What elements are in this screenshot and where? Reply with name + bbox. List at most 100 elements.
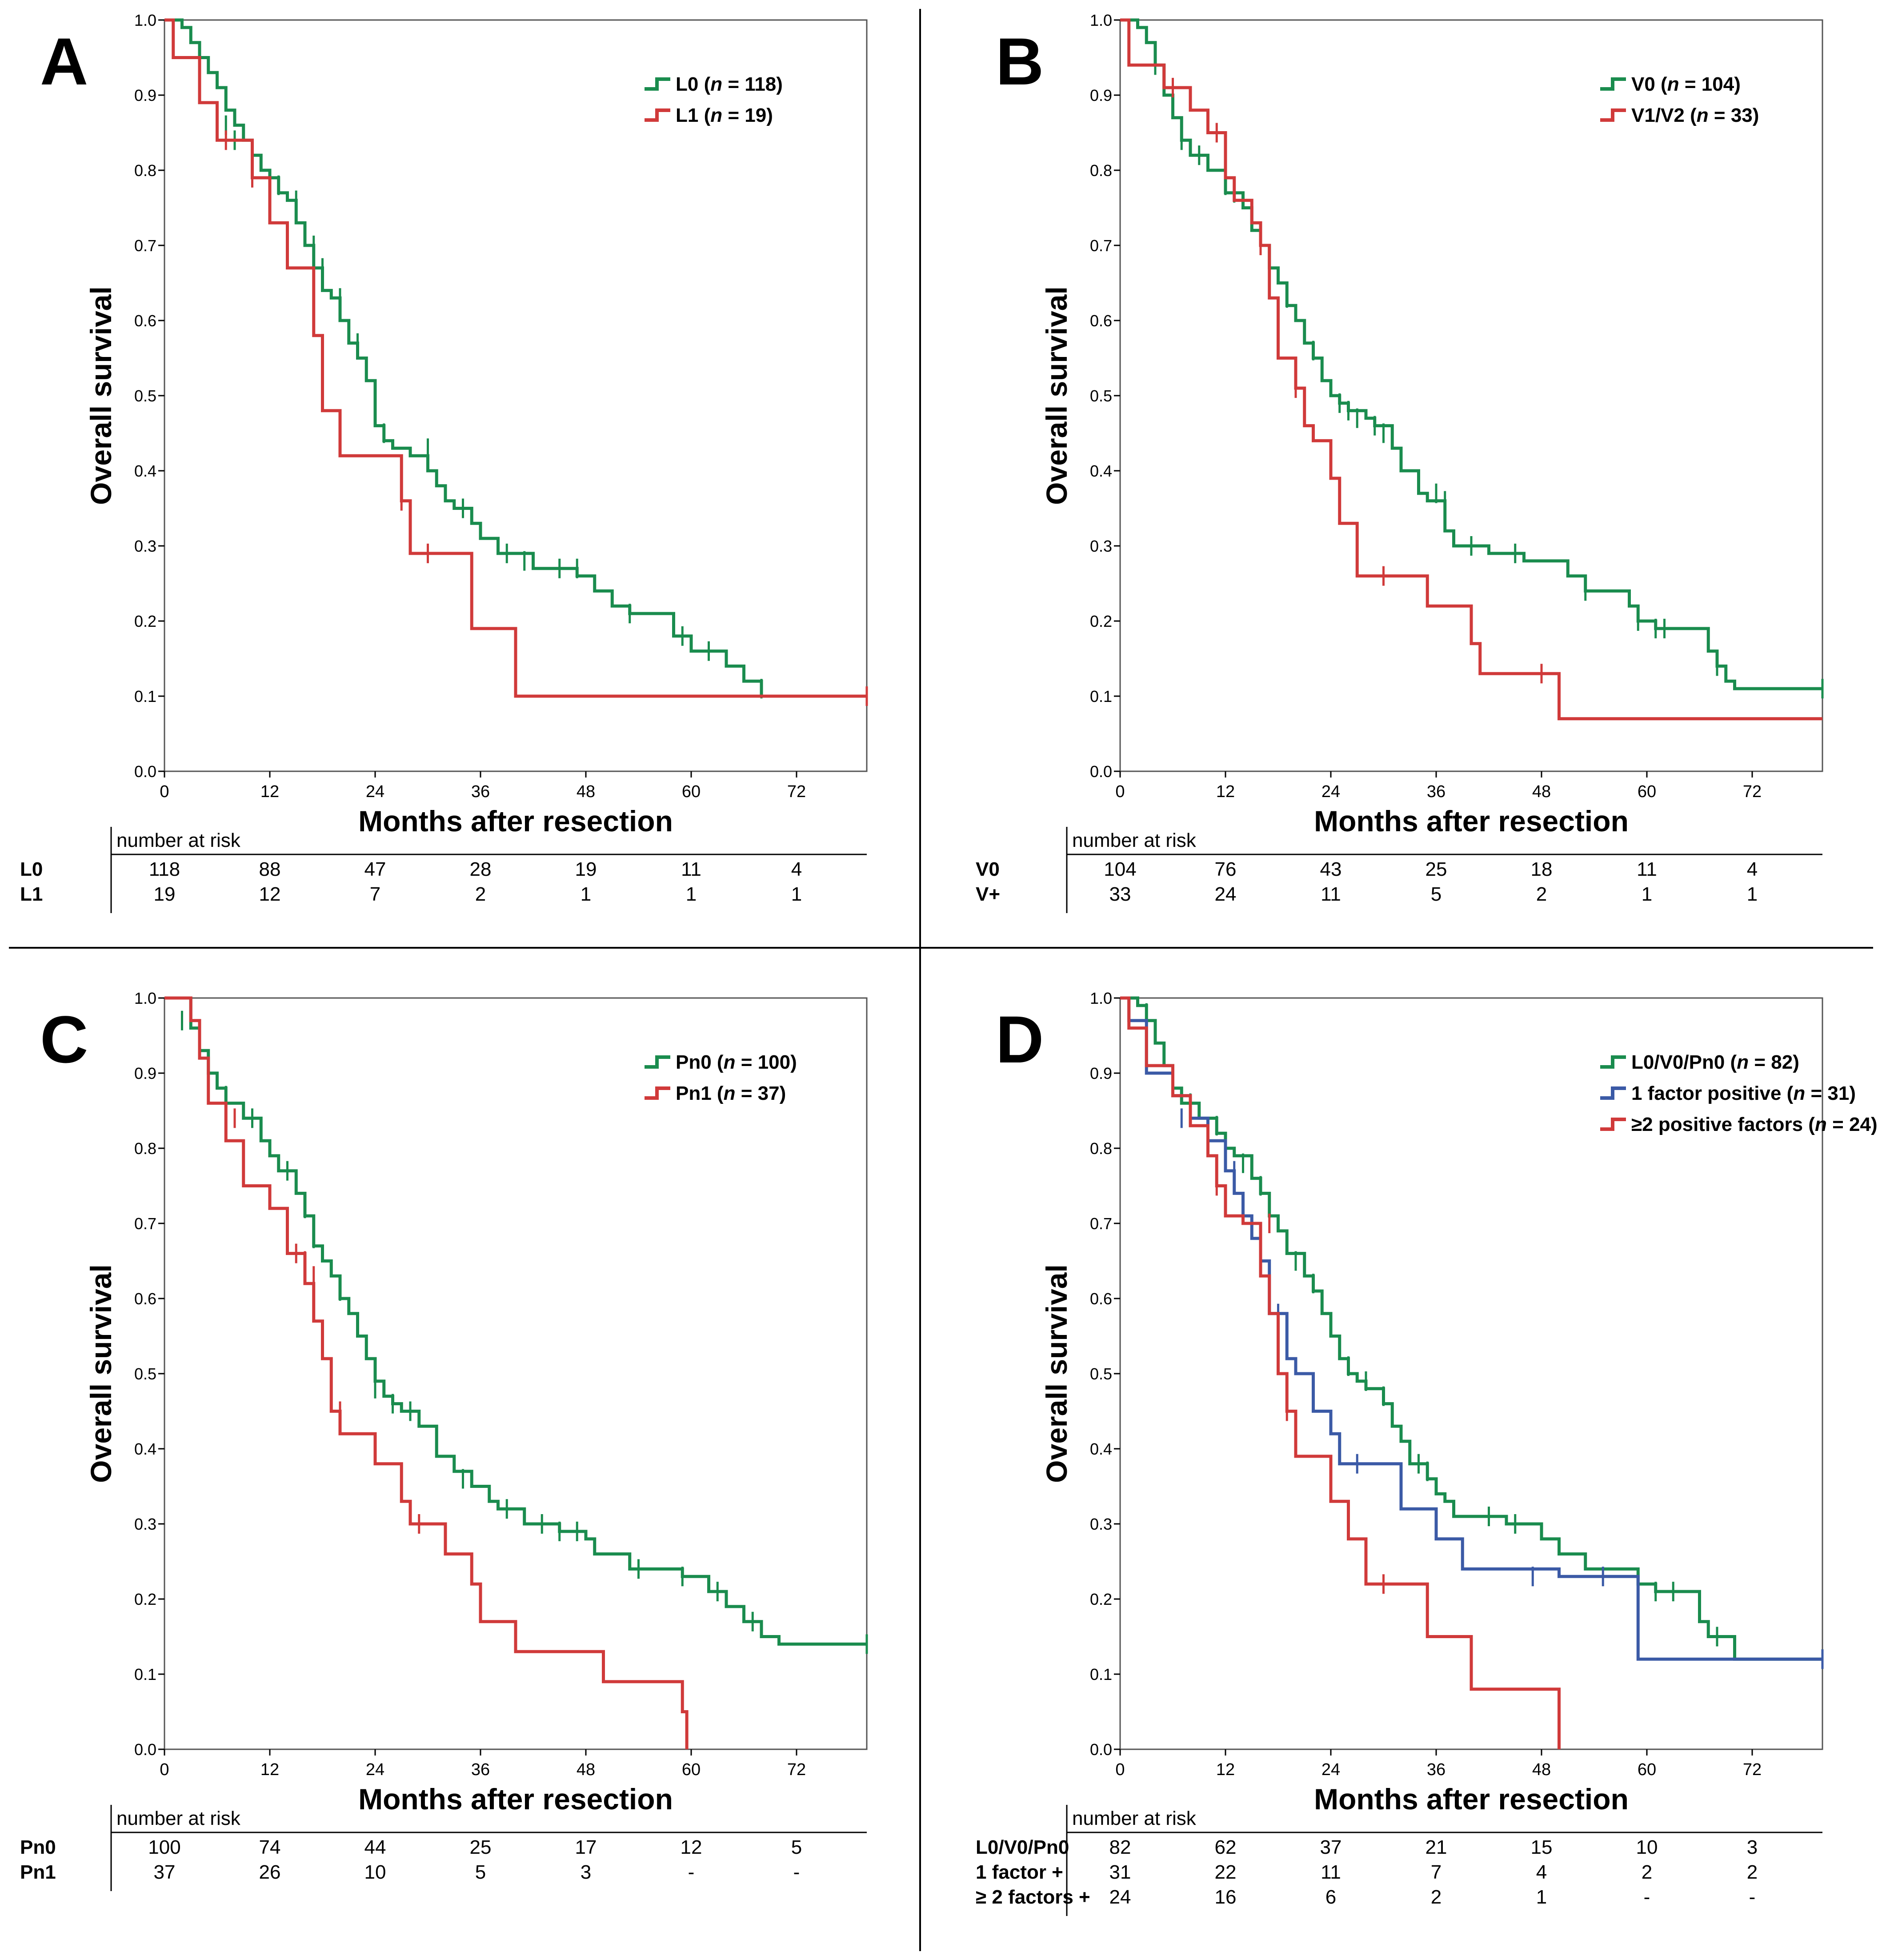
legend-swatch	[1600, 1055, 1626, 1069]
survival-curve-1	[164, 996, 867, 1646]
legend-n-value: 24	[1849, 1114, 1871, 1135]
legend-series-name: Pn0	[676, 1051, 712, 1073]
legend-label: V0 (n = 104)	[1631, 73, 1741, 95]
survival-curve-3	[1120, 996, 1561, 1749]
y-tick-label: 0.6	[134, 1290, 156, 1308]
legend-n-value: 19	[745, 104, 766, 126]
risk-cell: 5	[791, 1836, 802, 1858]
risk-cell: 26	[259, 1861, 281, 1883]
x-tick-label: 72	[787, 1760, 806, 1779]
x-tick-label: 0	[160, 1760, 169, 1779]
x-tick-label: 60	[1638, 782, 1656, 801]
legend-swatch	[1600, 1118, 1626, 1131]
y-tick-label: 0.9	[134, 86, 156, 104]
legend-n-symbol: n	[724, 1082, 736, 1104]
risk-cell: 74	[259, 1836, 281, 1858]
y-tick-label: 0.1	[134, 687, 156, 705]
risk-table-header: number at risk	[116, 1808, 241, 1829]
y-tick-label: 0.2	[1090, 1590, 1112, 1608]
legend-n-value: 37	[758, 1082, 780, 1104]
survival-curve-2	[164, 18, 867, 698]
risk-cell: 88	[259, 858, 281, 880]
legend-n-prefix: (	[1803, 1114, 1815, 1135]
y-tick-label: 0.9	[1090, 86, 1112, 104]
risk-cell: 19	[154, 883, 176, 905]
x-tick-label: 72	[787, 782, 806, 801]
risk-cell: 12	[259, 883, 281, 905]
x-tick-label: 36	[471, 1760, 490, 1779]
risk-cell: 2	[1642, 1861, 1652, 1883]
legend-n-eq: =	[1827, 1114, 1849, 1135]
risk-cell: 10	[1636, 1836, 1658, 1858]
legend-n-prefix: (	[712, 1082, 724, 1104]
panel-a: A0.00.10.20.30.40.50.60.70.80.91.00 12 24 3…	[20, 11, 868, 913]
legend-n-symbol: n	[710, 73, 722, 95]
x-tick-label: 0	[1115, 1760, 1125, 1779]
risk-cell: 76	[1215, 858, 1237, 880]
risk-row-label: Pn0	[20, 1836, 56, 1858]
legend-label: 1 factor positive (n = 31)	[1631, 1082, 1856, 1104]
risk-cell: 1	[1536, 1886, 1547, 1908]
risk-cell: 100	[148, 1836, 180, 1858]
legend-n-eq: =	[735, 1051, 757, 1073]
risk-cell: 3	[581, 1861, 591, 1883]
x-axis-title: Months after resection	[1314, 805, 1629, 838]
panel-letter: B	[996, 24, 1044, 99]
legend-n-eq: =	[722, 73, 745, 95]
y-tick-label: 0.4	[1090, 1440, 1112, 1458]
y-tick-label: 0.5	[134, 1365, 156, 1383]
risk-cell: 1	[1747, 883, 1758, 905]
x-tick-label: 12	[260, 782, 279, 801]
legend-n-prefix: (	[1685, 104, 1697, 126]
legend-n-eq: =	[735, 1082, 757, 1104]
x-tick-label: 24	[366, 782, 384, 801]
y-tick-label: 0.8	[1090, 1139, 1112, 1158]
risk-cell: 17	[575, 1836, 597, 1858]
x-tick-label: 12	[1216, 1760, 1235, 1779]
y-tick-label: 0.4	[1090, 462, 1112, 480]
x-tick-label: 0	[160, 782, 169, 801]
legend-n-eq: =	[1709, 104, 1731, 126]
legend-n-suffix: )	[1793, 1051, 1799, 1073]
legend-n-suffix: )	[766, 104, 773, 126]
risk-cell: 7	[1431, 1861, 1442, 1883]
risk-cell: 2	[1431, 1886, 1442, 1908]
risk-cell: 1	[791, 883, 802, 905]
risk-cell: -	[688, 1861, 695, 1883]
y-tick-label: 0.4	[134, 462, 156, 480]
legend-n-symbol: n	[724, 1051, 736, 1073]
y-tick-label: 1.0	[134, 11, 156, 29]
y-tick-label: 0.7	[1090, 1214, 1112, 1233]
y-tick-label: 1.0	[1090, 11, 1112, 29]
y-tick-label: 0.2	[1090, 612, 1112, 630]
risk-cell: 2	[1747, 1861, 1758, 1883]
legend-n-symbol: n	[1697, 104, 1709, 126]
panel-letter: C	[40, 1002, 88, 1077]
legend-n-prefix: (	[1781, 1082, 1793, 1104]
legend-n-prefix: (	[1655, 73, 1667, 95]
y-axis-title: Overall survival	[84, 1264, 117, 1483]
y-axis-title: Overall survival	[1040, 1264, 1073, 1483]
x-tick-label: 60	[1638, 1760, 1656, 1779]
legend-label: Pn0 (n = 100)	[676, 1051, 797, 1073]
legend-series-name: L0/V0/Pn0	[1631, 1051, 1725, 1073]
risk-cell: 6	[1325, 1886, 1336, 1908]
risk-cell: 7	[370, 883, 380, 905]
y-tick-label: 0.3	[134, 537, 156, 555]
legend-swatch	[1600, 77, 1626, 91]
legend-series-name: V1/V2	[1631, 104, 1685, 126]
legend-n-prefix: (	[712, 1051, 724, 1073]
risk-cell: 5	[475, 1861, 486, 1883]
y-tick-label: 0.4	[134, 1440, 156, 1458]
risk-cell: 31	[1109, 1861, 1131, 1883]
survival-curve-1	[164, 18, 867, 698]
x-tick-label: 60	[682, 1760, 701, 1779]
survival-curve-1	[1120, 996, 1822, 1661]
x-tick-label: 72	[1743, 782, 1762, 801]
legend-n-prefix: (	[1725, 1051, 1737, 1073]
risk-cell: 3	[1747, 1836, 1758, 1858]
x-tick-label: 60	[682, 782, 701, 801]
risk-cell: 2	[1536, 883, 1547, 905]
risk-table-header: number at risk	[1072, 1808, 1197, 1829]
